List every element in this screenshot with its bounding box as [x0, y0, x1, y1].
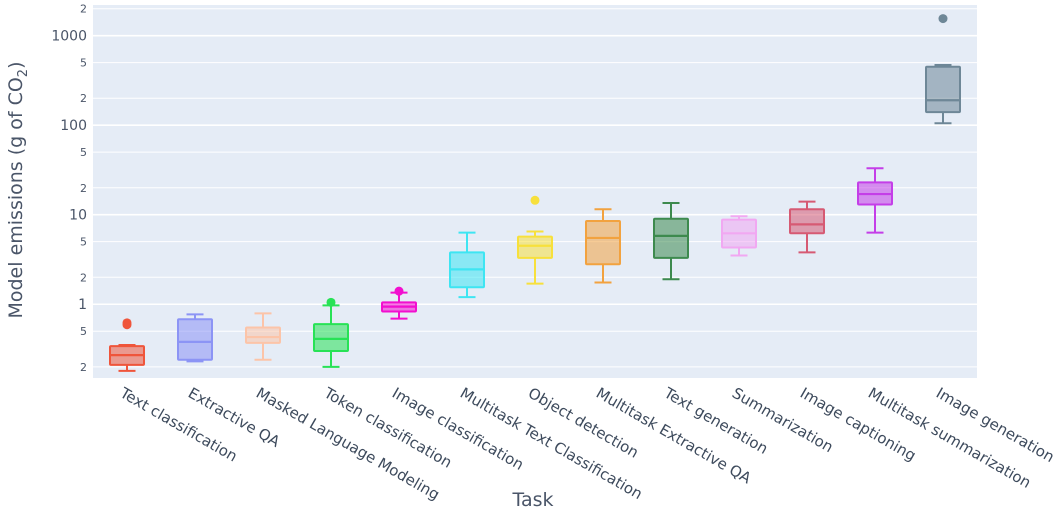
y-tick-label: 1: [78, 297, 87, 313]
box-masked-language-modeling: [245, 312, 281, 361]
iqr-box: [789, 208, 825, 235]
iqr-box: [245, 326, 281, 344]
box-text-generation: [653, 202, 689, 281]
y-axis-tick-labels: 2 5 1 2 5 10 2 5 100 2 5 1000 2: [51, 3, 87, 374]
iqr-box: [653, 217, 689, 259]
y-tick-label: 5: [80, 146, 87, 159]
y-tick-label: 1000: [51, 29, 87, 45]
box-image-generation: [925, 14, 961, 125]
iqr-box: [925, 65, 961, 114]
iqr-box: [177, 318, 213, 361]
y-axis-title-main: Model emissions (g of CO: [5, 77, 27, 318]
x-tick-label: Text classification: [116, 383, 240, 465]
y-tick-label: 5: [80, 236, 87, 249]
box-token-classification: [313, 297, 349, 368]
box-image-classification: [381, 286, 417, 320]
box-series: [109, 14, 961, 372]
y-axis-title: Model emissions (g of CO2): [5, 61, 31, 318]
box-object-detection: [517, 195, 553, 285]
y-tick-label: 10: [69, 208, 87, 224]
y-tick-label: 2: [80, 361, 87, 374]
iqr-box: [313, 323, 349, 353]
outlier-point: [938, 14, 948, 24]
outlier-point: [530, 195, 540, 205]
box-summarization: [721, 215, 757, 257]
outlier-point: [326, 297, 336, 307]
iqr-box: [585, 220, 621, 266]
outlier-point: [122, 318, 132, 328]
y-tick-label: 2: [80, 3, 87, 16]
outlier-point: [394, 286, 404, 296]
iqr-box: [517, 235, 553, 259]
y-tick-label: 2: [80, 182, 87, 195]
y-tick-label: 5: [80, 57, 87, 70]
box-image-captioning: [789, 200, 825, 254]
y-axis-title-subscript: 2: [16, 69, 31, 77]
y-tick-label: 5: [80, 325, 87, 338]
y-axis-title-suffix: ): [5, 61, 27, 68]
box-text-classification: [109, 318, 145, 372]
box-multitask-text-classification: [449, 231, 485, 299]
box-multitask-summarization: [857, 167, 893, 234]
y-tick-label: 100: [60, 118, 87, 134]
box-multitask-extractive-qa: [585, 208, 621, 284]
x-axis-title: Task: [511, 489, 553, 511]
x-tick-label: Object detection: [525, 384, 642, 462]
y-tick-label: 2: [80, 271, 87, 284]
y-tick-label: 2: [80, 92, 87, 105]
box-extractive-qa: [177, 313, 213, 363]
x-tick-label: Image captioning: [797, 384, 919, 465]
plot-area: [93, 5, 977, 378]
